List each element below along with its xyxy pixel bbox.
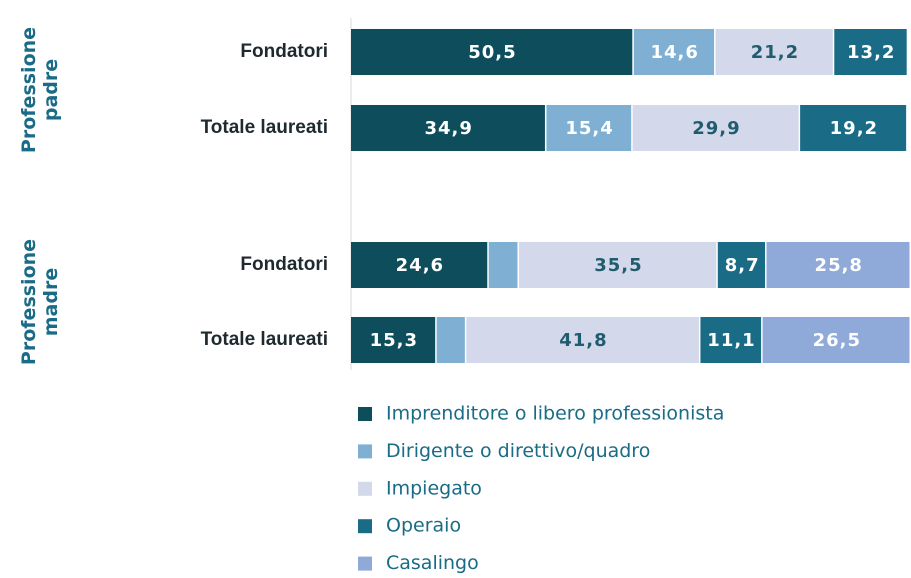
value-label: 15,3 <box>370 330 418 351</box>
category-label: Totale laureati <box>201 329 328 350</box>
bar-segment <box>488 242 518 288</box>
bar-segment <box>351 29 633 75</box>
bar-segment <box>715 29 833 75</box>
bar-segment <box>519 242 717 288</box>
bar-segment <box>633 29 715 75</box>
bar-segment <box>351 105 545 151</box>
bar-segment <box>632 105 799 151</box>
bar-segment <box>351 317 436 363</box>
legend-swatch <box>358 556 372 571</box>
value-label: 13,2 <box>847 42 895 63</box>
value-label: 11,1 <box>707 330 755 351</box>
value-label: 26,5 <box>813 330 861 351</box>
value-label: 24,6 <box>396 255 444 276</box>
legend-label: Impiegato <box>386 477 482 499</box>
value-label: 34,9 <box>425 118 473 139</box>
legend-swatch <box>358 519 372 534</box>
bar-segment <box>351 242 488 288</box>
value-label: 8,7 <box>725 255 760 276</box>
value-label: 15,4 <box>565 118 613 139</box>
bar-segment <box>700 317 762 363</box>
legend-label: Imprenditore o libero professionista <box>386 403 724 425</box>
legend-swatch <box>358 481 372 496</box>
bar-segment <box>762 317 910 363</box>
bar-segment <box>766 242 910 288</box>
category-label: Totale laureati <box>201 117 328 138</box>
value-label: 35,5 <box>594 255 642 276</box>
value-label: 50,5 <box>468 42 516 63</box>
legend-label: Dirigente o direttivo/quadro <box>386 440 650 462</box>
legend-label: Operaio <box>386 515 461 537</box>
value-label: 21,2 <box>751 42 799 63</box>
bar-segment <box>436 317 465 363</box>
category-label: Fondatori <box>240 41 328 62</box>
value-label: 29,9 <box>692 118 740 139</box>
value-label: 19,2 <box>830 118 878 139</box>
bar-segment <box>466 317 699 363</box>
value-label: 41,8 <box>559 330 607 351</box>
category-label: Fondatori <box>240 254 328 275</box>
legend-swatch <box>358 407 372 421</box>
legend-label: Casalingo <box>386 552 479 574</box>
bar-segment <box>546 105 632 151</box>
value-label: 25,8 <box>815 255 863 276</box>
value-label: 14,6 <box>650 42 698 63</box>
bar-segment <box>800 105 907 151</box>
bar-segment <box>834 29 907 75</box>
legend-swatch <box>358 444 372 459</box>
bar-segment <box>717 242 766 288</box>
